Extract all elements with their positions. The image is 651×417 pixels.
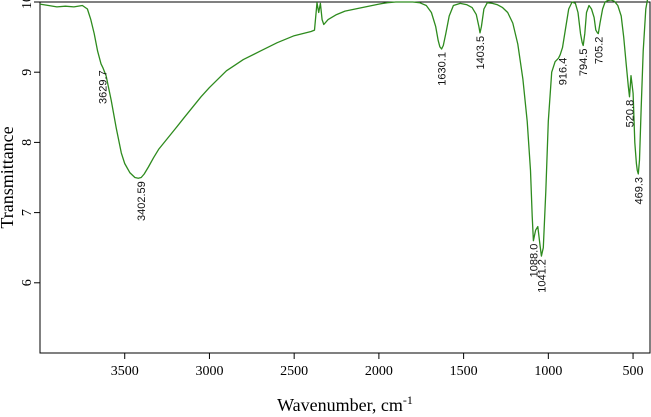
plot-frame — [39, 1, 651, 354]
y-tick-label: 7 — [20, 209, 35, 216]
x-tick-label: 1500 — [450, 364, 478, 379]
x-tick-label: 2500 — [280, 364, 308, 379]
peak-label: 3629.7 — [98, 70, 110, 104]
x-axis-title-main: Wavenumber, cm — [277, 395, 403, 415]
peak-label: 916.4 — [557, 58, 569, 86]
x-tick-label: 3000 — [195, 364, 223, 379]
y-tick-label: 8 — [20, 139, 35, 146]
x-tick-label: 2000 — [365, 364, 393, 379]
x-axis: 3500 3000 2500 2000 1500 1000 500 — [111, 353, 644, 379]
x-axis-title: Wavenumber, cm-1 — [277, 393, 413, 415]
peak-label: 469.3 — [633, 177, 645, 205]
y-tick-label: 6 — [20, 279, 35, 286]
peak-label: 1403.5 — [475, 36, 487, 70]
y-tick-label: 9 — [20, 69, 35, 76]
x-axis-title-superscript: -1 — [403, 393, 413, 407]
peak-label: 1041.2 — [536, 259, 548, 293]
peak-label: 705.2 — [593, 37, 605, 65]
peak-label: 520.8 — [625, 100, 637, 128]
peak-label: 3402.59 — [136, 181, 148, 221]
x-tick-label: 1000 — [534, 364, 562, 379]
y-axis-title: Transmittance — [0, 126, 17, 228]
transmittance-series-line — [39, 0, 649, 257]
peak-label: 794.5 — [578, 49, 590, 77]
y-tick-label: 10 — [20, 0, 35, 9]
peak-label: 1630.1 — [437, 52, 449, 86]
peak-label: 1088.0 — [528, 244, 540, 278]
x-tick-label: 500 — [623, 364, 644, 379]
x-tick-label: 3500 — [111, 364, 139, 379]
series-layer — [39, 0, 649, 257]
y-axis: 6 7 8 9 10 — [20, 0, 40, 286]
